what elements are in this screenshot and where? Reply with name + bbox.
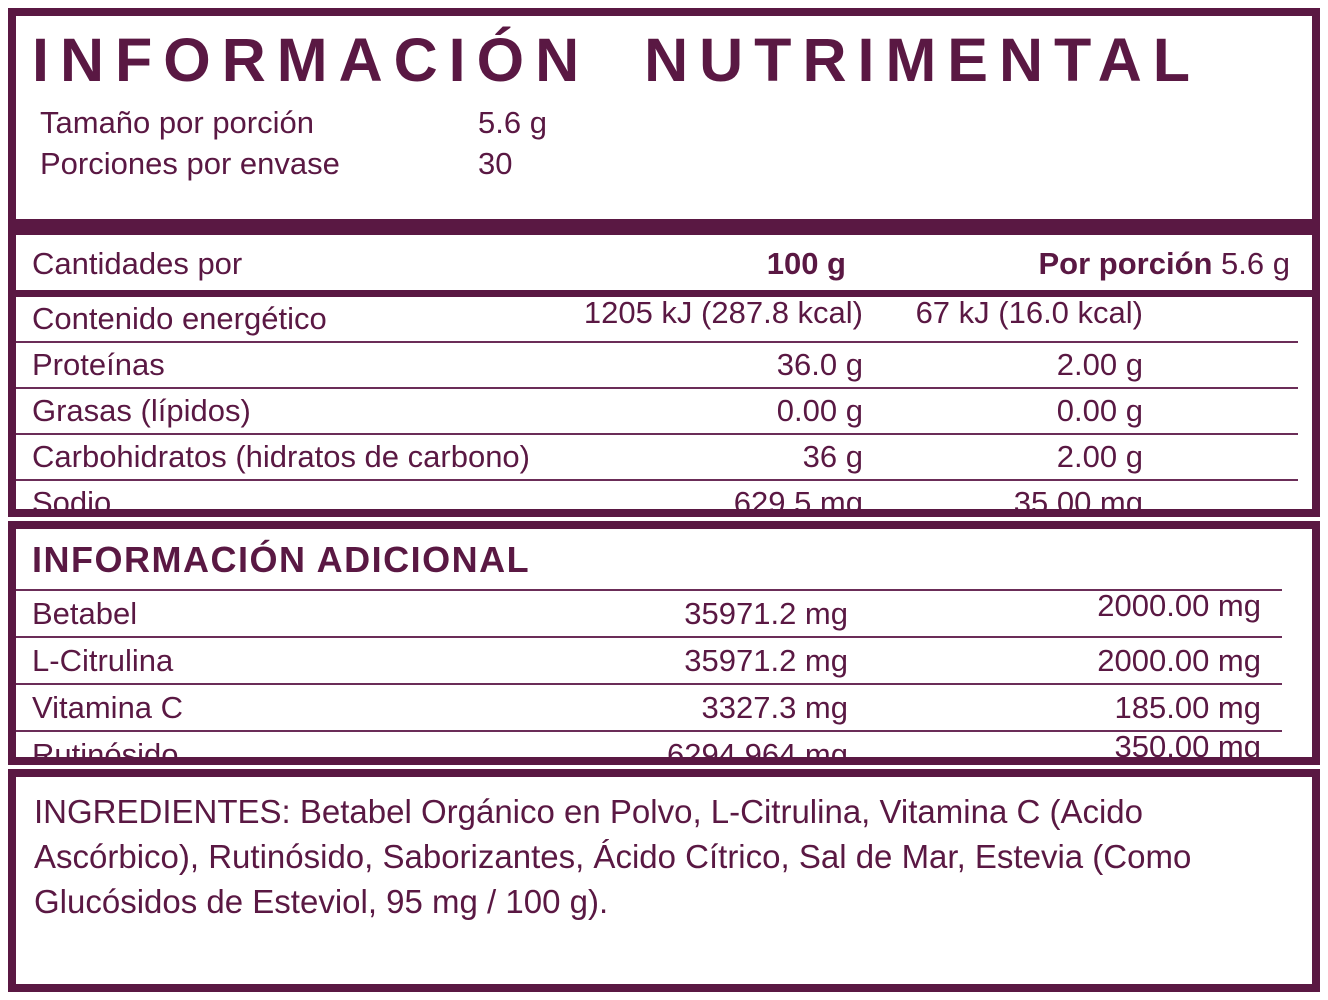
row-per-serving: 2000.00 mg <box>1097 587 1261 623</box>
row-per-100g: 36 g <box>802 438 863 474</box>
row-per-100g: 35971.2 mg <box>684 642 848 678</box>
row-per-serving: 67 kJ (16.0 kcal) <box>915 294 1143 330</box>
serving-size-label: Tamaño por porción <box>40 105 314 140</box>
additional-info-table: INFORMACIÓN ADICIONAL Betabel 35971.2 mg… <box>8 520 1320 766</box>
per-serving-header-value: 5.6 g <box>1212 245 1290 281</box>
table-row-citrulline: L-Citrulina 35971.2 mg 2000.00 mg <box>16 638 1282 685</box>
title-section: INFORMACIÓN NUTRIMENTAL Tamaño por porci… <box>8 8 1320 227</box>
servings-per-container-value: 30 <box>478 146 513 181</box>
per-100g-column-header: 100 g <box>766 245 846 281</box>
row-per-serving: 0.00 g <box>1056 392 1143 428</box>
label-title: INFORMACIÓN NUTRIMENTAL <box>32 26 1202 94</box>
per-serving-column-header: Por porción 5.6 g <box>912 245 1312 281</box>
table-row-vitamin-c: Vitamina C 3327.3 mg 185.00 mg <box>16 685 1282 732</box>
row-label: Proteínas <box>32 346 165 382</box>
servings-per-container-row: Porciones por envase 30 <box>40 143 1312 184</box>
row-per-100g: 629.5 mg <box>733 484 863 517</box>
servings-per-container-label: Porciones por envase <box>40 146 340 181</box>
row-label: Contenido energético <box>32 300 327 336</box>
table-row-carbs: Carbohidratos (hidratos de carbono) 36 g… <box>16 435 1298 481</box>
additional-info-title: INFORMACIÓN ADICIONAL <box>16 529 1282 591</box>
amounts-per-label: Cantidades por <box>32 245 243 281</box>
row-per-serving: 35.00 mg <box>1013 484 1143 517</box>
row-label: Rutinósido <box>32 736 179 766</box>
row-per-100g: 35971.2 mg <box>684 595 848 631</box>
row-per-100g: 36.0 g <box>776 346 863 382</box>
row-per-100g: 1205 kJ (287.8 kcal) <box>583 294 863 330</box>
row-per-serving: 350.00 mg <box>1114 728 1262 764</box>
row-per-serving: 2000.00 mg <box>1097 642 1261 678</box>
row-per-100g: 6294.964 mg <box>667 736 848 766</box>
row-per-serving: 2.00 g <box>1056 438 1143 474</box>
ingredients-section: INGREDIENTES: Betabel Orgánico en Polvo,… <box>8 769 1320 993</box>
table-row-protein: Proteínas 36.0 g 2.00 g <box>16 343 1298 389</box>
serving-size-row: Tamaño por porción 5.6 g <box>40 102 1312 143</box>
main-nutrition-table: Cantidades por 100 g Por porción 5.6 g C… <box>8 226 1320 517</box>
row-label: Grasas (lípidos) <box>32 392 251 428</box>
ingredients-text: INGREDIENTES: Betabel Orgánico en Polvo,… <box>34 793 1192 921</box>
serving-info: Tamaño por porción 5.6 g Porciones por e… <box>40 102 1312 184</box>
table-row-energy: Contenido energético 1205 kJ (287.8 kcal… <box>16 294 1298 343</box>
per-serving-header-bold: Por porción <box>1038 245 1213 281</box>
serving-size-value: 5.6 g <box>478 105 547 140</box>
table-header-row: Cantidades por 100 g Por porción 5.6 g <box>16 235 1312 297</box>
table-row-rutinoside: Rutinósido 6294.964 mg 350.00 mg <box>16 728 1282 766</box>
table-row-sodium: Sodio 629.5 mg 35.00 mg <box>16 481 1298 517</box>
row-per-serving: 2.00 g <box>1056 346 1143 382</box>
row-label: Betabel <box>32 595 138 631</box>
row-label: L-Citrulina <box>32 642 174 678</box>
row-per-100g: 0.00 g <box>776 392 863 428</box>
row-per-serving: 185.00 mg <box>1114 689 1262 725</box>
row-label: Vitamina C <box>32 689 184 725</box>
table-row-fat: Grasas (lípidos) 0.00 g 0.00 g <box>16 389 1298 435</box>
row-label: Sodio <box>32 484 112 517</box>
row-per-100g: 3327.3 mg <box>701 689 849 725</box>
row-label: Carbohidratos (hidratos de carbono) <box>32 438 530 474</box>
table-row-beet: Betabel 35971.2 mg 2000.00 mg <box>16 587 1282 638</box>
